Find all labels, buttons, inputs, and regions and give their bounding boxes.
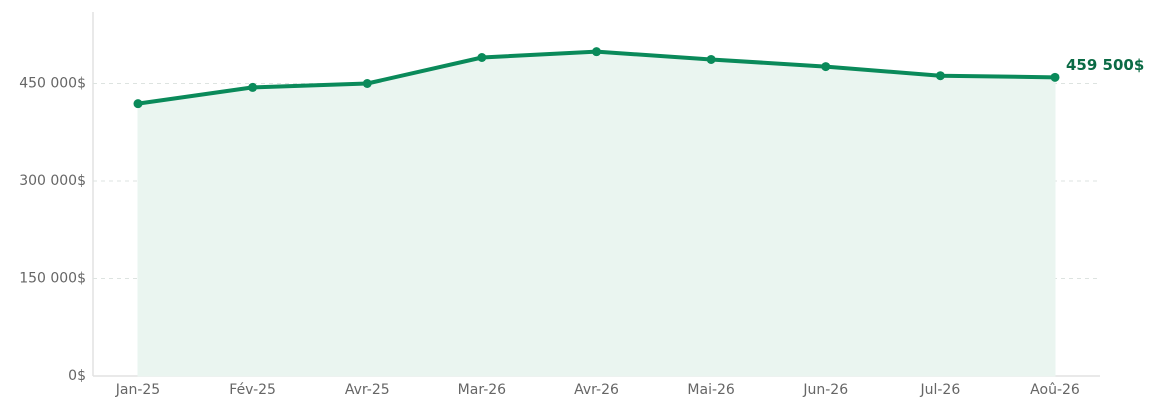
x-tick-label: Jun-26: [802, 382, 848, 398]
y-tick-label: 300 000$: [19, 173, 86, 189]
x-tick-label: Avr-26: [574, 382, 619, 398]
x-tick-label: Aoû-26: [1030, 382, 1080, 398]
y-tick-label: 0$: [68, 368, 86, 384]
point: [477, 53, 487, 62]
point: [248, 82, 258, 92]
area: [137, 51, 1056, 377]
point: [821, 62, 831, 72]
point: [133, 99, 143, 109]
x-tick-label: Jan-25: [115, 382, 160, 398]
x-tick-label: Jul-26: [919, 382, 960, 398]
x-tick-label: Mar-26: [458, 382, 506, 398]
point: [1050, 72, 1060, 82]
x-tick-label: Avr-25: [345, 382, 390, 398]
point: [706, 54, 716, 64]
point: [362, 79, 372, 88]
x-tick-label: Mai-26: [687, 382, 735, 398]
value-label: 459 500$: [1066, 56, 1144, 74]
point: [935, 71, 945, 81]
y-tick-label: 150 000$: [19, 271, 86, 287]
point: [592, 47, 601, 57]
y-tick-label: 450 000$: [19, 76, 86, 92]
x-tick-label: Fév-25: [229, 382, 276, 398]
